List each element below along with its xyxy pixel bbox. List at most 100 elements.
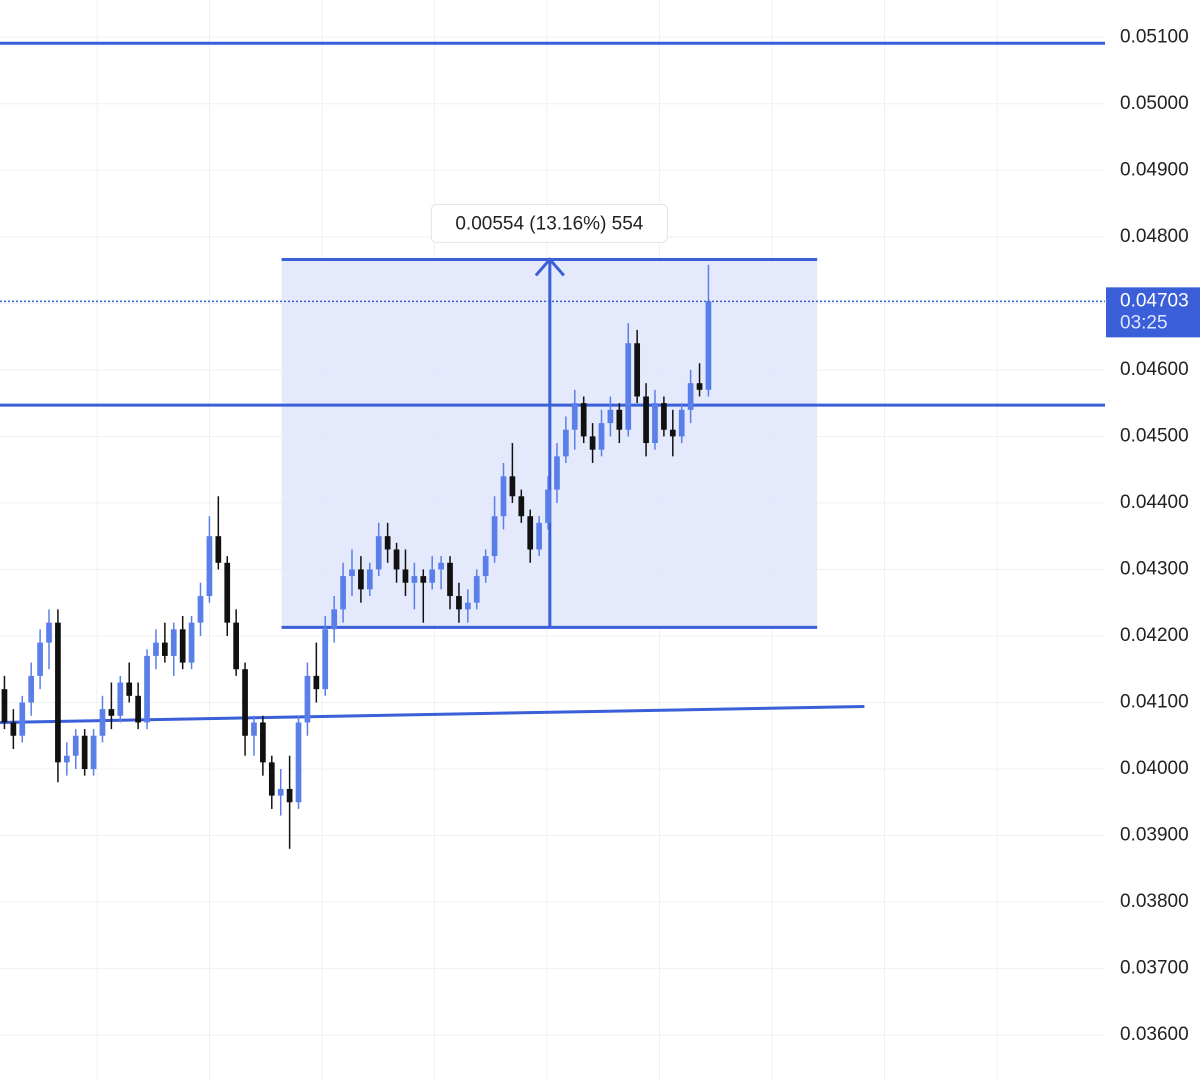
- candle-body: [108, 709, 115, 716]
- candle-body: [72, 735, 79, 756]
- candle-body: [37, 642, 43, 676]
- candle-body: [153, 642, 159, 656]
- candle-body: [260, 722, 266, 763]
- candle-body: [46, 622, 52, 643]
- trend-line: [0, 704, 865, 724]
- candle-body: [464, 602, 471, 610]
- y-tick-label: 0.04200: [1120, 625, 1189, 646]
- candle-body: [340, 576, 346, 610]
- price-tag: [1106, 287, 1200, 338]
- y-tick-label: 0.04800: [1120, 226, 1189, 247]
- candle-body: [277, 788, 284, 796]
- candle-body: [580, 403, 587, 437]
- candle-body: [304, 675, 311, 723]
- candle-body: [19, 702, 26, 736]
- candle-body: [10, 722, 17, 736]
- candle-body: [1, 689, 8, 723]
- measure-label: 0.00554 (13.16%) 554: [455, 213, 643, 234]
- candle-body: [126, 682, 133, 696]
- candle-body: [678, 409, 685, 437]
- candle-body: [242, 669, 248, 736]
- y-tick-label: 0.04100: [1120, 691, 1189, 712]
- candle-body: [331, 609, 338, 630]
- y-tick-label: 0.04400: [1120, 492, 1189, 513]
- candle-body: [652, 403, 658, 444]
- y-tick-label: 0.04300: [1120, 558, 1189, 579]
- candle-body: [215, 536, 222, 563]
- candle-body: [661, 403, 667, 430]
- candle-body: [634, 343, 641, 397]
- candle-body: [162, 642, 168, 656]
- candle-body: [500, 476, 507, 517]
- candle-body: [536, 522, 542, 550]
- arrow-head: [534, 257, 565, 277]
- candle-body: [607, 409, 614, 424]
- candle-body: [366, 569, 373, 590]
- candle-body: [90, 735, 97, 770]
- candle-body: [473, 576, 480, 603]
- candle-body: [349, 569, 355, 577]
- y-tick-label: 0.05100: [1120, 26, 1189, 47]
- candle-body: [179, 629, 186, 663]
- candle-body: [643, 396, 649, 444]
- candle-body: [687, 383, 694, 410]
- candle-body: [197, 596, 204, 623]
- candle-body: [286, 788, 293, 803]
- y-tick-label: 0.03900: [1120, 825, 1189, 846]
- y-tick-label: 0.03700: [1120, 958, 1189, 979]
- candle-body: [224, 562, 231, 623]
- candle-body: [322, 629, 329, 690]
- measure-label-box: [430, 203, 668, 243]
- candle-body: [251, 722, 257, 736]
- y-tick-label: 0.04500: [1120, 425, 1189, 446]
- candle-body: [188, 622, 195, 663]
- candle-body: [99, 709, 106, 736]
- candle-body: [598, 423, 605, 450]
- candle-body: [589, 436, 596, 450]
- candle-body: [313, 675, 320, 690]
- candle-body: [527, 516, 534, 550]
- candle-body: [447, 562, 453, 597]
- price-label: 0.04703: [1120, 290, 1189, 311]
- candle-body: [429, 569, 436, 583]
- candle-body: [375, 536, 382, 570]
- candle-body: [55, 622, 61, 763]
- candle-body: [509, 476, 516, 497]
- candle-body: [482, 556, 489, 577]
- candle-body: [233, 622, 240, 670]
- candle-body: [358, 569, 364, 590]
- candle-body: [705, 301, 712, 390]
- candle-body: [563, 429, 569, 457]
- y-tick-label: 0.04000: [1120, 758, 1189, 779]
- countdown-label: 03:25: [1120, 312, 1168, 333]
- candle-body: [402, 569, 409, 583]
- y-tick-label: 0.05000: [1120, 93, 1189, 114]
- candle-body: [170, 629, 177, 656]
- candle-body: [545, 489, 551, 523]
- candle-body: [63, 755, 70, 763]
- candle-body: [206, 536, 213, 597]
- candle-body: [144, 655, 150, 723]
- candle-body: [117, 682, 124, 716]
- candle-body: [491, 516, 498, 557]
- y-tick-label: 0.04900: [1120, 159, 1189, 180]
- candle-body: [518, 496, 525, 517]
- candle-body: [438, 562, 444, 570]
- candle-body: [420, 576, 427, 583]
- y-tick-label: 0.03600: [1120, 1024, 1189, 1045]
- candle-body: [393, 549, 400, 570]
- candle-body: [81, 735, 88, 770]
- candle-body: [616, 409, 623, 430]
- candle-body: [571, 403, 578, 430]
- candle-body: [28, 675, 35, 703]
- candle-body: [669, 429, 676, 437]
- y-tick-label: 0.03800: [1120, 891, 1189, 912]
- y-tick-label: 0.04600: [1120, 359, 1189, 380]
- candle-body: [135, 695, 141, 723]
- candle-body: [456, 596, 462, 610]
- candle-body: [411, 576, 418, 583]
- candle-body: [268, 762, 275, 796]
- candle-body: [696, 383, 703, 390]
- candle-body: [384, 536, 391, 550]
